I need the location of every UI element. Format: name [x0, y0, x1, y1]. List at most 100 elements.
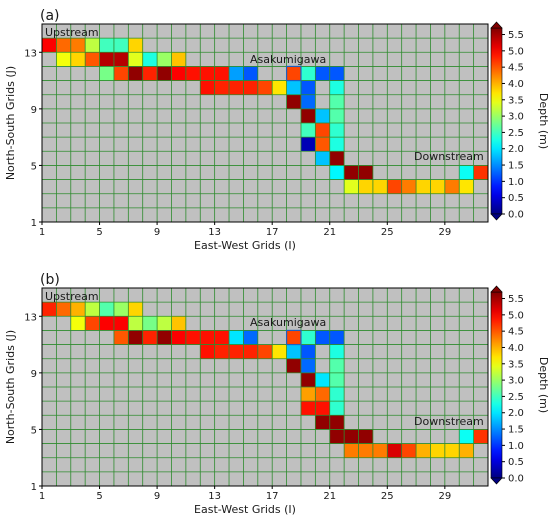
- colorbar-tick-label: 4.0: [508, 343, 524, 354]
- colorbar-tick-label: 3.0: [508, 112, 524, 123]
- depth-cell: [401, 443, 417, 458]
- colorbar-tick-label: 5.0: [508, 46, 524, 57]
- depth-cell: [56, 302, 71, 317]
- depth-cell: [229, 330, 244, 345]
- depth-cell: [214, 344, 230, 359]
- depth-cell: [286, 80, 301, 95]
- depth-cell: [444, 443, 460, 458]
- depth-cell: [142, 330, 158, 345]
- depth-cell: [113, 302, 129, 317]
- depth-cell: [157, 66, 172, 81]
- colorbar-tick-label: 1.5: [508, 161, 524, 172]
- x-tick-label: 9: [154, 491, 160, 502]
- depth-cell: [430, 179, 445, 194]
- depth-cell: [329, 151, 345, 166]
- x-tick-label: 17: [266, 227, 279, 238]
- x-tick-label: 21: [323, 491, 336, 502]
- depth-cell: [300, 330, 316, 345]
- depth-cell: [214, 66, 230, 81]
- depth-cell: [142, 66, 158, 81]
- depth-cell: [171, 66, 186, 81]
- depth-cell: [329, 429, 345, 444]
- plot-frame: [41, 23, 489, 223]
- depth-cell: [70, 316, 86, 331]
- depth-cell: [272, 344, 287, 359]
- colorbar-tick-label: 1.0: [508, 177, 524, 188]
- depth-cell: [99, 66, 114, 81]
- depth-cell: [99, 38, 114, 53]
- depth-cell: [329, 401, 345, 416]
- y-tick-label: 5: [31, 161, 37, 172]
- depth-cell: [329, 94, 345, 109]
- annotation-upstream: Upstream: [45, 290, 99, 303]
- colorbar-tick-label: 2.0: [508, 144, 524, 155]
- station-marker: [285, 329, 302, 346]
- x-axis-label: East-West Grids (I): [194, 503, 296, 516]
- depth-cell: [200, 80, 215, 95]
- x-tick-label: 25: [381, 491, 394, 502]
- depth-cell: [329, 372, 345, 387]
- x-tick-label: 1: [39, 491, 45, 502]
- depth-cell: [315, 330, 330, 345]
- depth-cell: [200, 344, 215, 359]
- depth-cell: [300, 344, 316, 359]
- depth-cell: [387, 443, 402, 458]
- depth-cell: [142, 316, 158, 331]
- depth-cell: [113, 38, 129, 53]
- colorbar-label: Depth (m): [537, 93, 550, 149]
- depth-cell: [128, 38, 143, 53]
- depth-cell: [113, 330, 129, 345]
- annotation-asakumigawa: Asakumigawa: [250, 316, 326, 329]
- depth-cell: [157, 330, 172, 345]
- depth-cell: [329, 123, 345, 138]
- depth-cell: [300, 137, 316, 152]
- depth-cell: [286, 344, 301, 359]
- panel-label: (a): [40, 8, 60, 24]
- depth-cell: [300, 372, 316, 387]
- depth-cell: [113, 52, 129, 67]
- colorbar-tick-label: 0.0: [508, 474, 524, 485]
- depth-cell: [142, 52, 158, 67]
- depth-cell: [99, 302, 114, 317]
- colorbar-min-arrow: [490, 477, 503, 485]
- depth-cell: [315, 387, 330, 402]
- x-tick-label: 13: [208, 491, 221, 502]
- depth-cell: [315, 66, 330, 81]
- depth-cell: [416, 443, 431, 458]
- depth-cell: [185, 330, 201, 345]
- colorbar-tick-label: 4.5: [508, 327, 524, 338]
- depth-cell: [473, 429, 488, 444]
- colorbar-tick-label: 0.5: [508, 193, 524, 204]
- depth-cell: [444, 179, 460, 194]
- depth-cell: [329, 330, 345, 345]
- depth-cell: [229, 80, 244, 95]
- depth-cell: [329, 358, 345, 373]
- depth-cell: [344, 443, 359, 458]
- colorbar-tick-label: 5.5: [508, 294, 524, 305]
- depth-cell: [344, 179, 359, 194]
- depth-cell: [358, 443, 373, 458]
- depth-cell: [329, 165, 345, 180]
- depth-cell: [344, 429, 359, 444]
- panel-label: (b): [40, 272, 60, 288]
- depth-cell: [401, 179, 417, 194]
- depth-cell: [358, 429, 373, 444]
- depth-cell: [358, 179, 373, 194]
- x-tick-label: 9: [154, 227, 160, 238]
- depth-cell: [329, 137, 345, 152]
- colorbar-tick-label: 1.0: [508, 441, 524, 452]
- colorbar-label: Depth (m): [537, 357, 550, 413]
- colorbar-tick-label: 5.5: [508, 30, 524, 41]
- x-axis-label: East-West Grids (I): [194, 239, 296, 252]
- depth-cell: [185, 66, 201, 81]
- x-tick-label: 13: [208, 227, 221, 238]
- colorbar-tick-label: 5.0: [508, 310, 524, 321]
- depth-cell: [171, 330, 186, 345]
- colorbar-tick-label: 3.0: [508, 376, 524, 387]
- annotation-asakumigawa: Asakumigawa: [250, 53, 326, 66]
- annotation-downstream: Downstream: [414, 150, 484, 163]
- depth-cell: [272, 80, 287, 95]
- depth-cell: [229, 66, 244, 81]
- depth-cell: [329, 344, 345, 359]
- depth-cell: [315, 372, 330, 387]
